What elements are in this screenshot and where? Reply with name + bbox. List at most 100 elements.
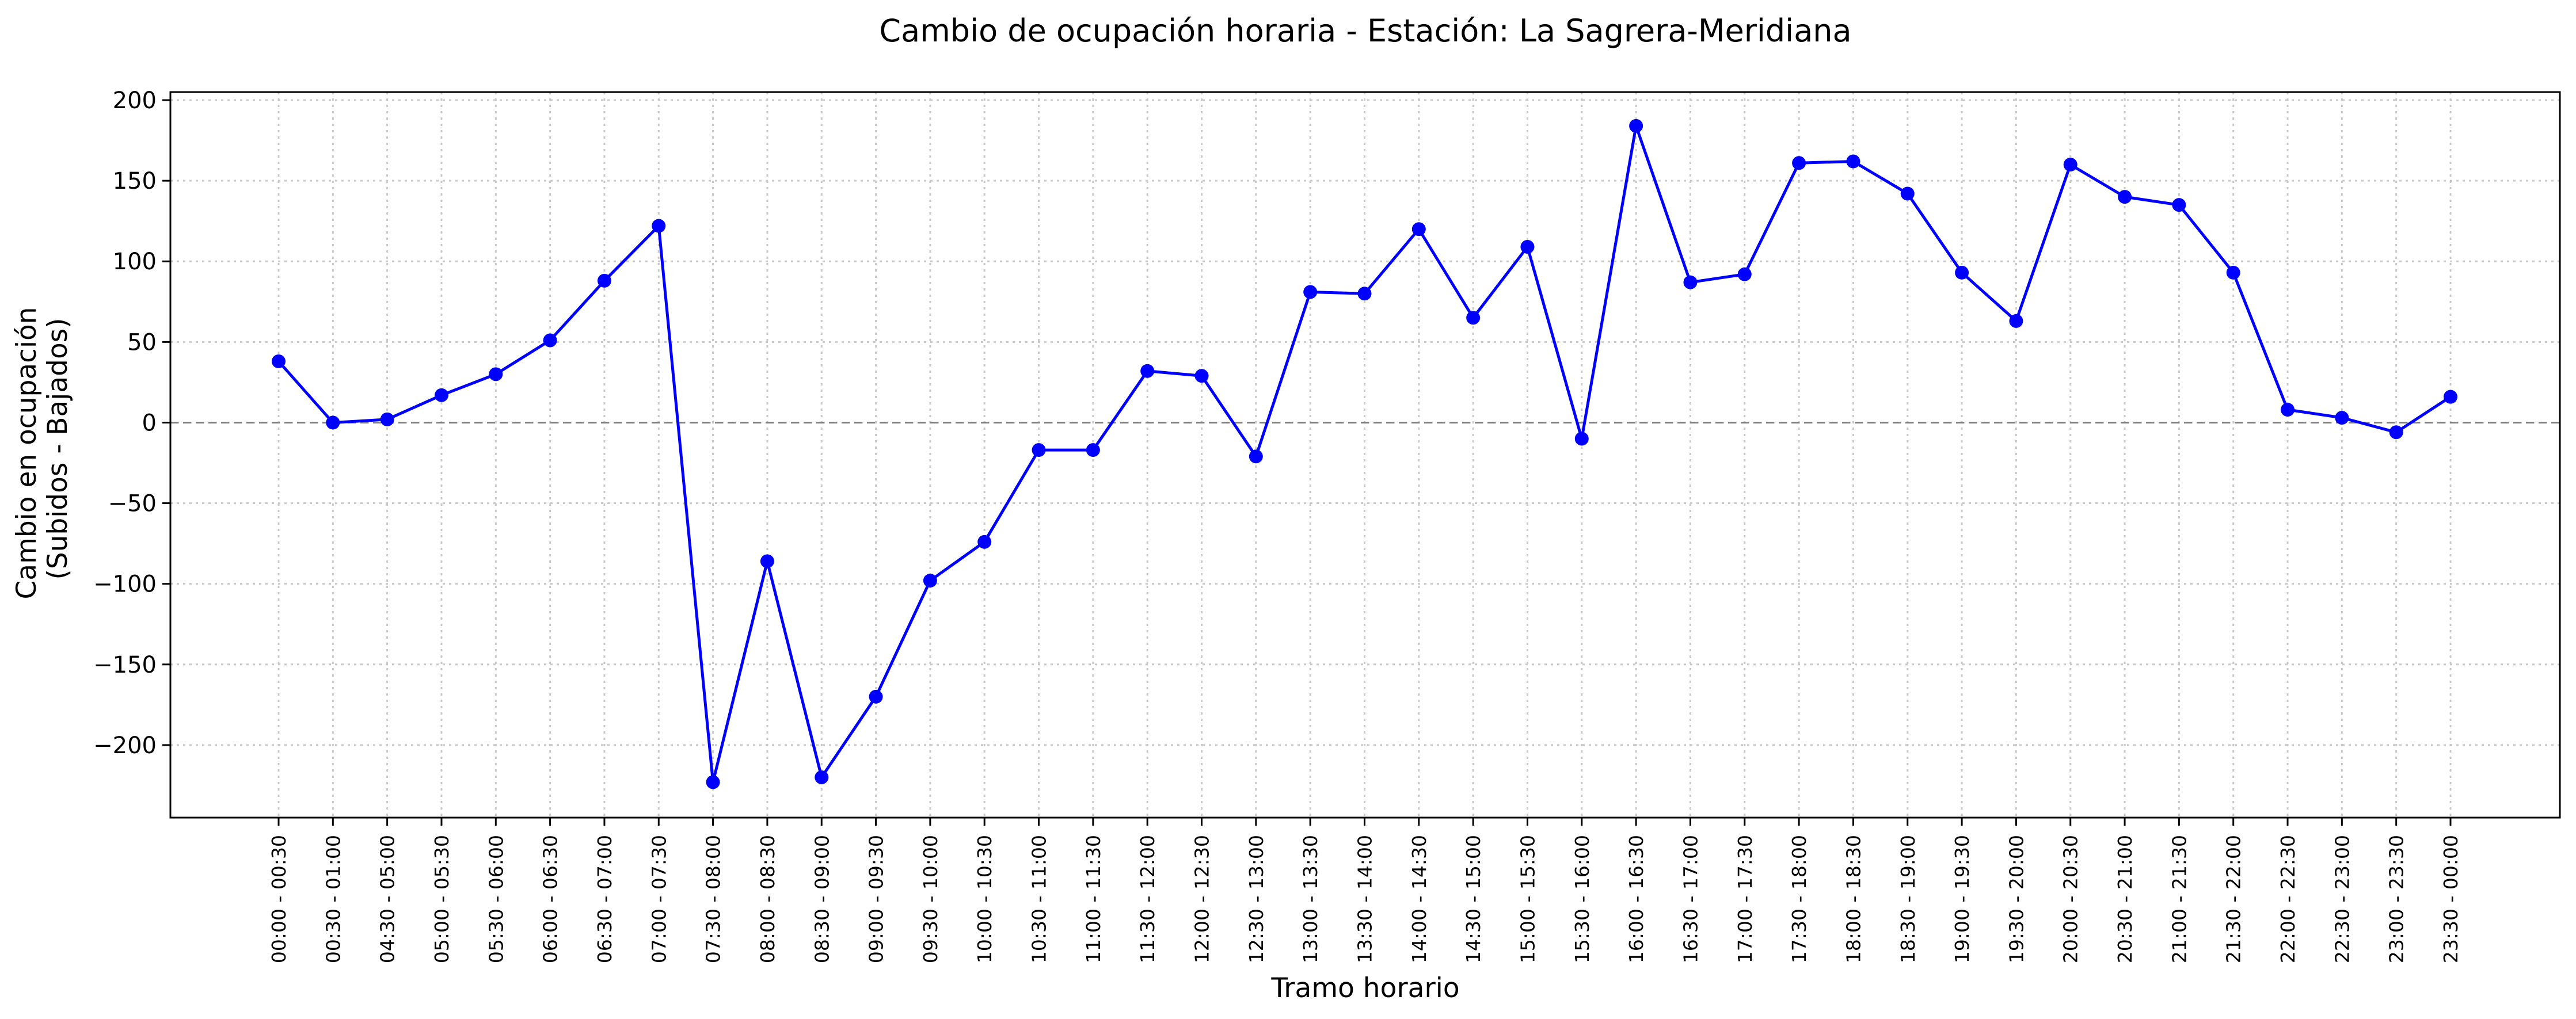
data-point	[2444, 390, 2457, 404]
data-point	[1032, 443, 1046, 457]
x-tick-label: 05:30 - 06:00	[485, 835, 507, 963]
x-tick-label: 14:30 - 15:00	[1462, 835, 1485, 963]
data-point	[1846, 154, 1860, 169]
x-tick-label: 19:30 - 20:00	[2005, 835, 2027, 963]
data-point	[1357, 287, 1372, 301]
x-tick-label: 18:00 - 18:30	[1842, 835, 1865, 963]
data-point	[489, 367, 503, 381]
x-tick-label: 22:00 - 22:30	[2277, 835, 2299, 963]
data-point	[380, 412, 394, 426]
x-axis: 00:00 - 00:30 00:30 - 01:00 04:30 - 05:00 0…	[268, 818, 2462, 963]
x-tick-label: 04:30 - 05:00	[376, 835, 399, 963]
data-point	[2389, 425, 2403, 440]
x-tick-label: 23:30 - 00:00	[2440, 835, 2462, 963]
x-tick-label: 17:30 - 18:00	[1788, 835, 1810, 963]
y-tick-label: 200	[113, 87, 157, 114]
data-point	[1737, 267, 1752, 281]
x-tick-label: 21:00 - 21:30	[2168, 835, 2190, 963]
data-point	[2118, 190, 2132, 204]
data-point	[1411, 222, 1426, 236]
y-tick-label: −100	[93, 571, 157, 598]
data-point	[652, 219, 666, 233]
data-point	[1194, 369, 1209, 383]
x-tick-label: 06:30 - 07:00	[593, 835, 616, 963]
data-point	[272, 354, 286, 368]
x-tick-label: 15:00 - 15:30	[1516, 835, 1539, 963]
data-point	[1140, 364, 1155, 378]
data-point	[923, 574, 937, 588]
data-point	[1900, 186, 1915, 201]
x-tick-label: 20:30 - 21:00	[2114, 835, 2136, 963]
x-tick-label: 15:30 - 16:00	[1571, 835, 1593, 963]
data-point	[434, 388, 448, 402]
data-point	[2335, 411, 2349, 425]
x-tick-label: 13:30 - 14:00	[1354, 835, 1376, 963]
x-tick-label: 19:00 - 19:30	[1951, 835, 1973, 963]
x-tick-label: 07:30 - 08:00	[702, 835, 725, 963]
data-point	[2226, 265, 2240, 280]
x-tick-label: 08:30 - 09:00	[811, 835, 833, 963]
data-point	[1792, 156, 1806, 170]
plot-area-frame	[169, 91, 2561, 819]
x-tick-label: 23:00 - 23:30	[2385, 835, 2408, 963]
y-axis-label: Cambio en ocupación (Subidos - Bajados)	[11, 298, 74, 599]
data-point	[1466, 311, 1481, 325]
data-point	[1683, 275, 1698, 289]
x-tick-label: 12:30 - 13:00	[1245, 835, 1268, 963]
data-point	[2009, 314, 2023, 328]
chart-title: Cambio de ocupación horaria - Estación: …	[879, 13, 1851, 49]
x-tick-label: 21:30 - 22:00	[2223, 835, 2245, 963]
y-axis-label-line-1: Cambio en ocupación	[11, 307, 43, 599]
x-tick-label: 16:00 - 16:30	[1625, 835, 1647, 963]
y-axis-label-line-2: (Subidos - Bajados)	[42, 318, 74, 579]
x-tick-label: 11:30 - 12:00	[1136, 835, 1159, 963]
x-tick-label: 12:00 - 12:30	[1191, 835, 1213, 963]
data-point	[1955, 265, 1969, 280]
data-point	[2063, 158, 2077, 172]
data-point	[977, 535, 992, 549]
x-tick-label: 13:00 - 13:30	[1299, 835, 1322, 963]
x-tick-label: 00:00 - 00:30	[268, 835, 290, 963]
x-tick-label: 18:30 - 19:00	[1897, 835, 1919, 963]
x-tick-label: 09:00 - 09:30	[865, 835, 888, 963]
data-point	[1303, 285, 1318, 299]
x-tick-label: 08:00 - 08:30	[756, 835, 779, 963]
x-tick-label: 16:30 - 17:00	[1679, 835, 1702, 963]
grid	[170, 92, 2560, 818]
y-tick-label: 100	[113, 249, 157, 275]
y-tick-label: 0	[142, 410, 157, 436]
data-point	[2281, 403, 2295, 417]
data-point	[1086, 443, 1100, 457]
y-tick-label: 150	[113, 168, 157, 194]
data-point	[760, 554, 774, 568]
y-tick-label: −150	[93, 652, 157, 678]
data-point	[1520, 240, 1535, 254]
x-tick-label: 14:00 - 14:30	[1408, 835, 1430, 963]
y-tick-label: −200	[93, 732, 157, 759]
x-tick-label: 07:00 - 07:30	[648, 835, 670, 963]
x-tick-label: 05:00 - 05:30	[431, 835, 453, 963]
x-axis-label: Tramo horario	[1270, 972, 1459, 1004]
data-point	[543, 333, 557, 348]
data-point	[1249, 449, 1263, 464]
y-tick-label: 50	[127, 329, 157, 356]
x-tick-label: 11:00 - 11:30	[1082, 835, 1105, 963]
data-point	[869, 689, 883, 704]
data-points	[272, 119, 2457, 789]
data-point	[326, 415, 340, 430]
data-point	[815, 770, 829, 784]
x-tick-label: 00:30 - 01:00	[322, 835, 344, 963]
x-tick-label: 22:30 - 23:00	[2331, 835, 2353, 963]
y-tick-label: −50	[108, 491, 157, 517]
x-tick-label: 06:00 - 06:30	[539, 835, 562, 963]
data-point	[1629, 119, 1643, 133]
x-tick-label: 10:30 - 11:00	[1028, 835, 1051, 963]
x-tick-label: 20:00 - 20:30	[2060, 835, 2082, 963]
data-point	[597, 273, 611, 288]
x-tick-label: 10:00 - 10:30	[973, 835, 996, 963]
data-point	[1574, 432, 1589, 446]
y-axis: −200 −150 −100 −50 0 50 100 150 200	[93, 87, 170, 759]
data-point	[706, 775, 720, 789]
x-tick-label: 17:00 - 17:30	[1734, 835, 1756, 963]
